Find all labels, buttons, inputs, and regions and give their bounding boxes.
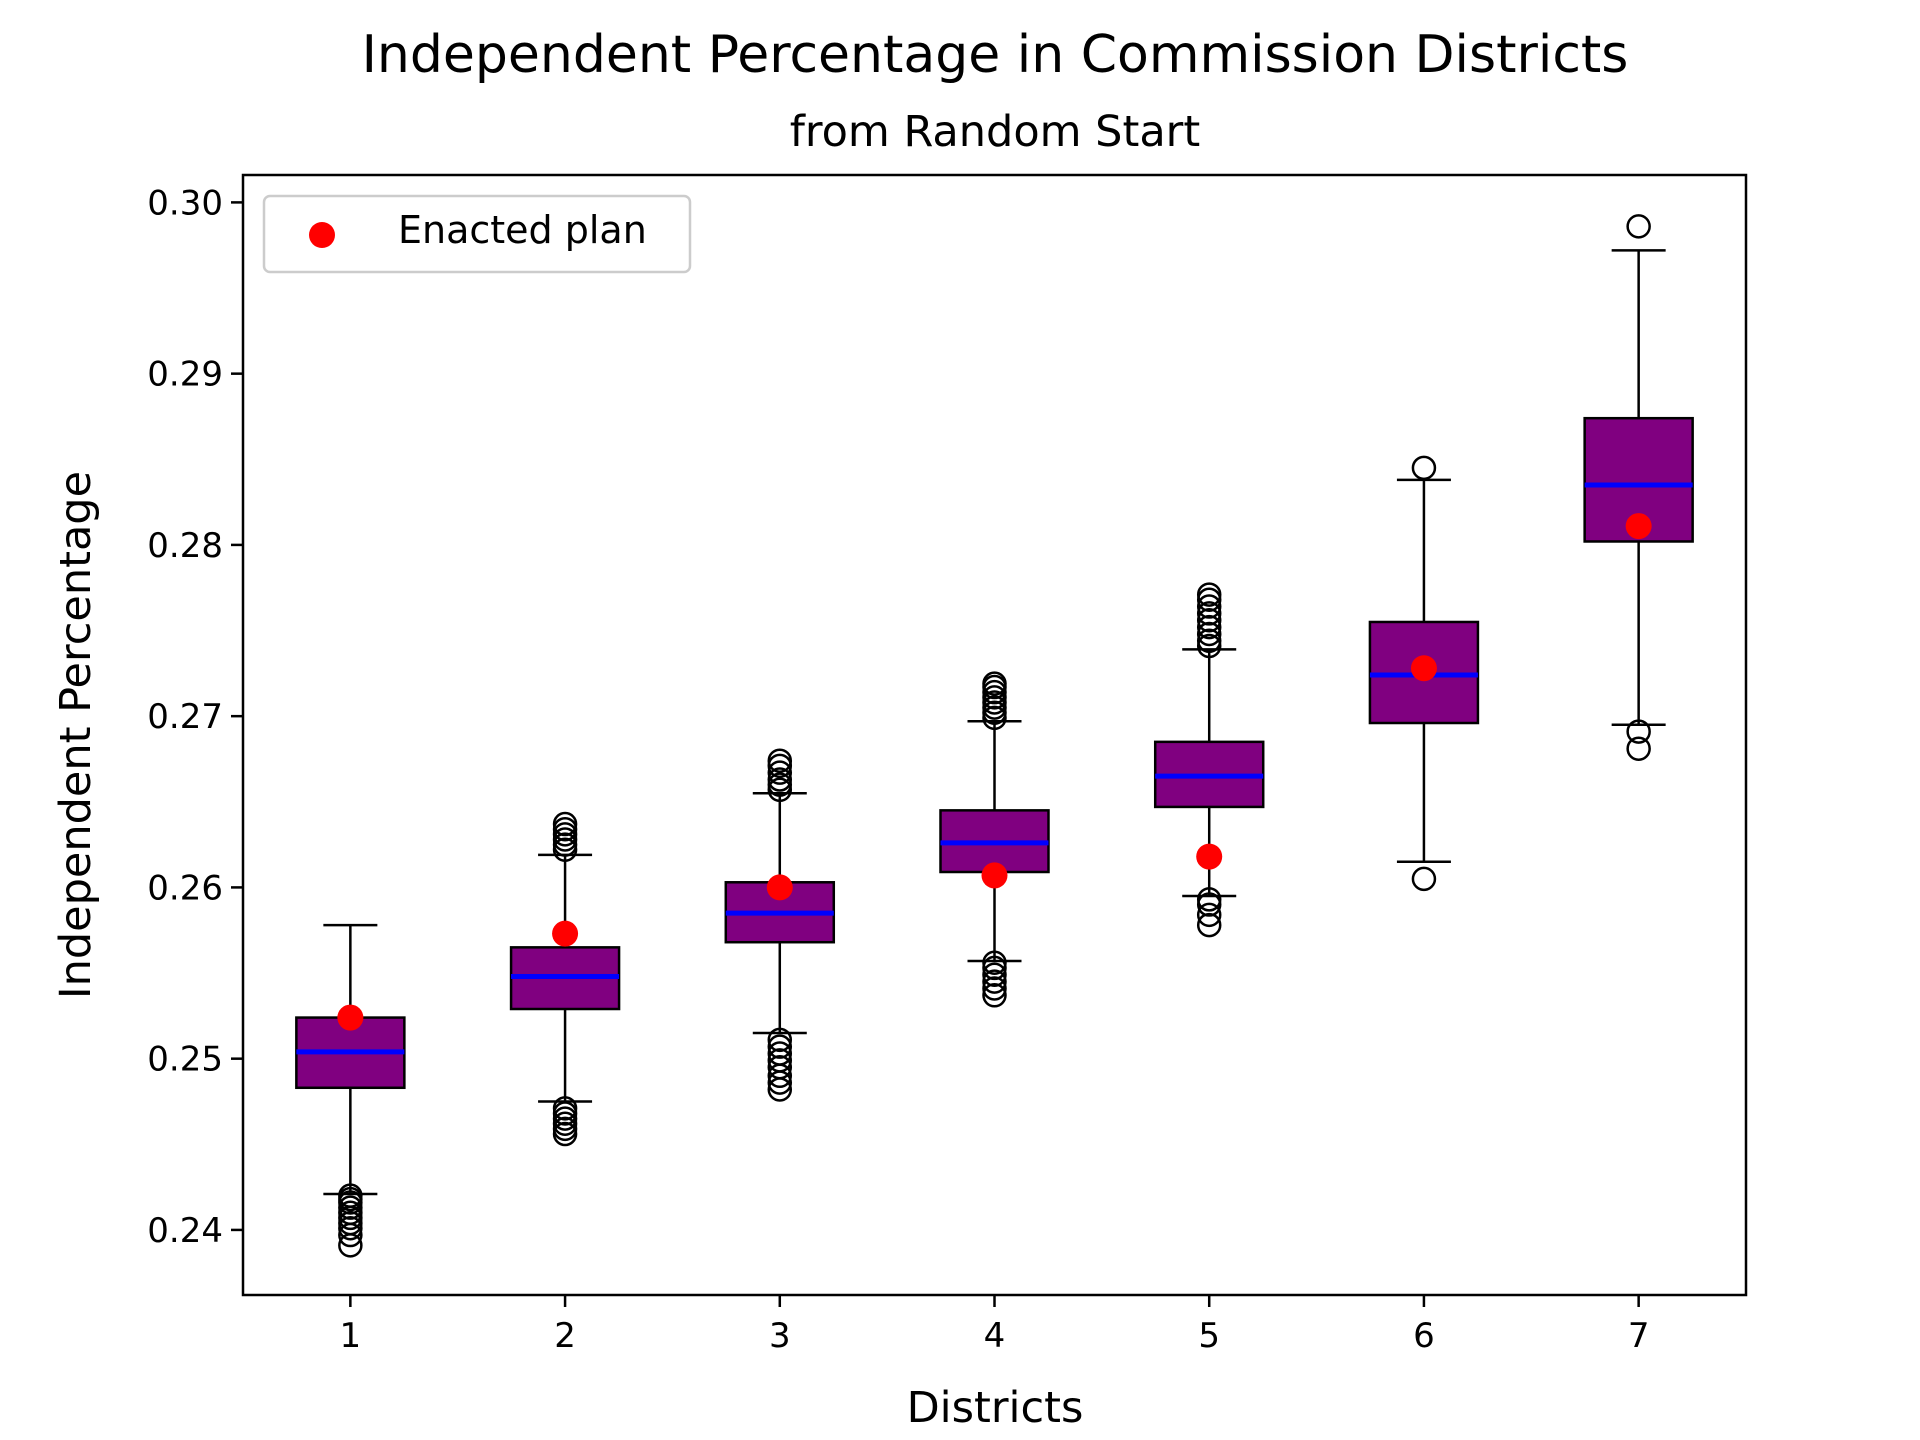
x-tick-label: 5 xyxy=(1198,1316,1220,1356)
outlier-point xyxy=(1196,608,1222,633)
y-tick-label: 0.25 xyxy=(147,1040,223,1080)
x-tick-label: 4 xyxy=(984,1316,1006,1356)
outlier-point xyxy=(1196,594,1222,619)
outlier-point xyxy=(982,983,1007,1008)
outlier-point xyxy=(1196,601,1222,626)
x-tick-label: 6 xyxy=(1413,1316,1435,1356)
enacted-point xyxy=(552,920,579,947)
outlier-point xyxy=(767,1054,793,1080)
enacted-point xyxy=(1410,655,1437,682)
outlier-point xyxy=(767,760,793,785)
outlier-point xyxy=(1411,455,1437,481)
outlier-point xyxy=(552,1096,578,1121)
outlier-point xyxy=(1196,621,1222,647)
outlier-point xyxy=(1196,628,1222,654)
outlier-point xyxy=(767,767,793,792)
outlier-point xyxy=(1196,614,1222,640)
legend: Enacted plan xyxy=(262,194,692,274)
x-axis-title: Districts xyxy=(907,1383,1084,1433)
legend-label: Enacted plan xyxy=(398,208,647,252)
outlier-point xyxy=(1196,912,1222,938)
x-tick-label: 2 xyxy=(554,1316,576,1356)
enacted-point xyxy=(1625,513,1652,540)
outlier-point xyxy=(1196,582,1222,607)
y-tick-label: 0.30 xyxy=(147,183,223,223)
outlier-point xyxy=(767,1048,793,1073)
outlier-point xyxy=(982,962,1007,988)
outlier-point xyxy=(767,748,793,773)
chart-subtitle: from Random Start xyxy=(790,107,1200,157)
y-tick-label: 0.24 xyxy=(147,1211,223,1251)
outlier-point xyxy=(767,1034,793,1059)
x-tick-label: 7 xyxy=(1628,1316,1650,1356)
outlier-point xyxy=(767,1041,793,1066)
outlier-point xyxy=(982,976,1007,1001)
outlier-point xyxy=(1626,719,1651,744)
outlier-point xyxy=(1196,902,1222,928)
enacted-point xyxy=(337,1004,364,1031)
outlier-point xyxy=(1411,866,1437,892)
axes-frame xyxy=(241,173,1748,1297)
plot-area: 0.24 0.25 0.26 0.27 0.28 0.29 0.30 1 2 3 4 5 6 7 xyxy=(147,183,1694,1356)
outlier-point xyxy=(767,1027,793,1053)
y-tick-label: 0.26 xyxy=(147,868,223,908)
y-tick-label: 0.29 xyxy=(147,355,223,395)
x-tick-label: 1 xyxy=(340,1316,362,1356)
outlier-point xyxy=(982,969,1007,994)
enacted-point xyxy=(1196,843,1223,870)
outlier-point xyxy=(1196,887,1222,912)
enacted-point xyxy=(766,874,793,901)
y-tick-label: 0.28 xyxy=(147,526,223,566)
outlier-point xyxy=(552,811,578,837)
legend-enacted-marker xyxy=(309,222,335,248)
outlier-point xyxy=(338,1183,363,1208)
y-tick-label: 0.27 xyxy=(147,697,223,737)
outlier-point xyxy=(982,671,1007,696)
legend-frame xyxy=(262,194,692,274)
enacted-point xyxy=(981,862,1008,889)
x-tick-label: 3 xyxy=(769,1316,791,1356)
chart-title: Independent Percentage in Commission Dis… xyxy=(362,25,1629,85)
outlier-point xyxy=(1626,214,1651,239)
outlier-point xyxy=(982,950,1007,976)
outlier-point xyxy=(1626,736,1651,761)
y-axis-title: Independent Percentage xyxy=(51,471,101,999)
